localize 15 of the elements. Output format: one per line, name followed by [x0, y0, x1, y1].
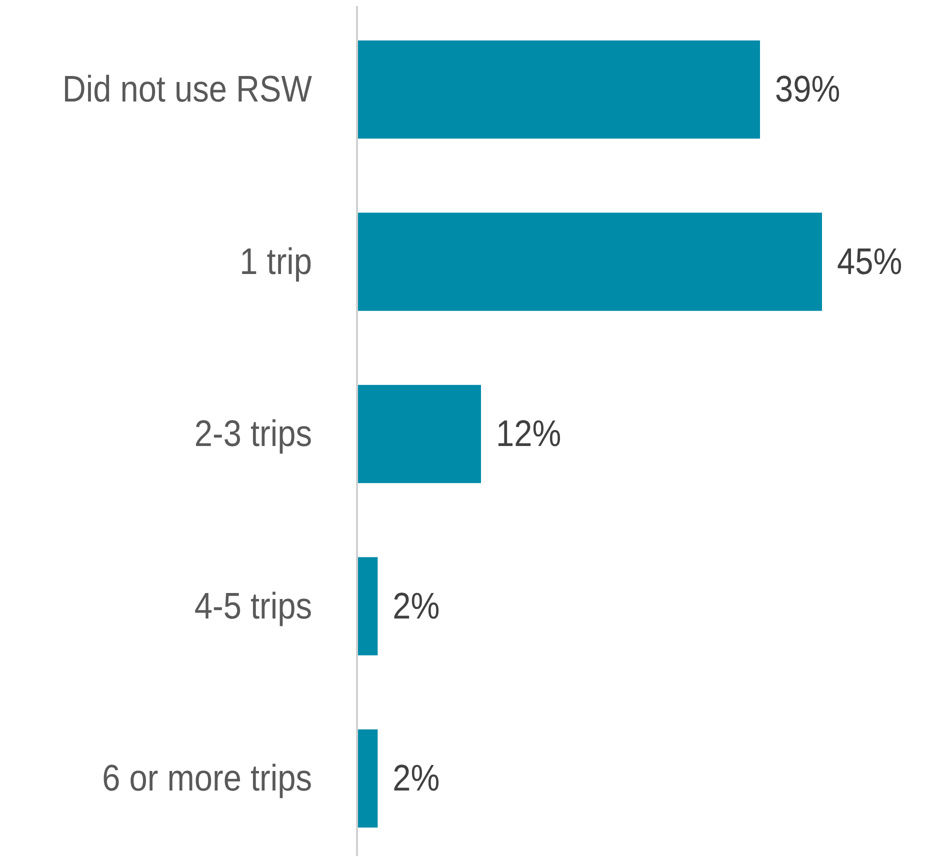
data-label: 12%	[496, 413, 562, 455]
bar	[357, 384, 481, 484]
bar	[357, 557, 378, 656]
y-tick-label: Did not use RSW	[62, 68, 312, 110]
bar	[357, 729, 378, 828]
y-tick-label: 2-3 trips	[194, 413, 312, 455]
data-label: 2%	[392, 586, 440, 627]
y-tick-label: 1 trip	[240, 241, 312, 282]
data-label: 2%	[392, 758, 440, 800]
y-tick-label: 4-5 trips	[194, 586, 312, 627]
bar	[357, 212, 822, 311]
data-label: 45%	[837, 241, 902, 282]
y-tick-label: 6 or more trips	[102, 758, 312, 800]
data-label: 39%	[775, 68, 840, 110]
bar	[357, 40, 760, 139]
